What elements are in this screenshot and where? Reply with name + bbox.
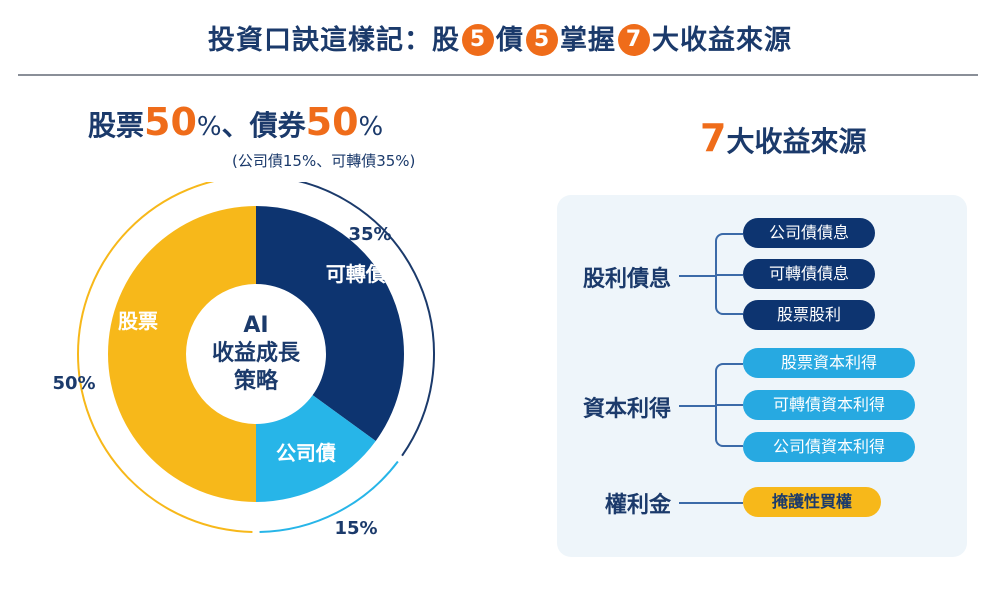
allocation-heading: 股票50%、債券50% (88, 100, 383, 144)
allocation-breakdown: (公司債15%、可轉債35%) (232, 152, 416, 170)
group-label-premium: 權利金 (605, 493, 672, 518)
source-stock-capital-gains: 股票資本利得 (743, 348, 915, 378)
center-label-line-1: 收益成長 (212, 340, 301, 366)
slice-label-1: 公司債 (276, 441, 336, 465)
title-part-4: 大收益來源 (652, 25, 792, 56)
source-covered-call: 掩護性買權 (743, 487, 881, 517)
source-convertible-bond-interest: 可轉債債息 (743, 259, 875, 289)
number-badge-bond: 5 (526, 23, 558, 56)
title-part-1: 投資口訣這樣記：股 (208, 25, 460, 56)
center-label-line-2: 策略 (234, 368, 279, 394)
sources-title-text: 大收益來源 (726, 125, 867, 158)
title-part-3: 掌握 (560, 25, 616, 56)
source-corporate-capital-gains: 公司債資本利得 (743, 432, 915, 462)
slice-label-0: 可轉債 (326, 262, 386, 286)
stock-percent-sign: % (196, 112, 222, 142)
sources-title: 7大收益來源 (700, 116, 866, 160)
source-convertible-capital-gains: 可轉債資本利得 (743, 390, 915, 420)
number-badge-sources: 7 (618, 23, 650, 56)
number-badge-stock: 5 (462, 23, 494, 56)
allocation-donut-chart: 可轉債公司債 股票 35% 15% 50% AI 收益成長 策略 (40, 175, 460, 556)
source-stock-dividend: 股票股利 (743, 300, 875, 330)
donut-slice-2 (108, 206, 256, 502)
slice-percent-2: 50% (52, 373, 95, 394)
outer-ring-arc-1 (259, 460, 399, 533)
source-corporate-bond-interest: 公司債債息 (743, 218, 875, 248)
title-part-2: 債 (496, 25, 524, 56)
slice-percent-0: 35% (348, 224, 391, 245)
outer-ring-arc-2 (77, 175, 253, 533)
outer-ring-arc-0 (259, 175, 435, 457)
tick-dividends-mid (715, 274, 743, 276)
connector-premium (679, 502, 743, 504)
group-label-dividends: 股利債息 (583, 267, 672, 292)
bond-percent-sign: % (358, 112, 384, 142)
tick-capital-gains-mid (715, 404, 743, 406)
connector-capital-gains (679, 405, 715, 407)
title-divider (18, 74, 978, 76)
connector-dividends (679, 275, 715, 277)
stock-label: 股票 (88, 109, 145, 142)
donut-slice-1 (256, 395, 376, 502)
slice-percent-1: 15% (334, 518, 377, 539)
donut-slice-0 (256, 206, 404, 441)
page-title: 投資口訣這樣記：股 5 債 5 掌握 7 大收益來源 (0, 18, 1000, 58)
center-label-line-0: AI (243, 313, 268, 338)
slice-label-2: 股票 (118, 309, 158, 333)
sources-title-number: 7 (700, 116, 727, 160)
sources-panel: 股利債息 公司債債息 可轉債債息 股票股利 資本利得 股票資本利得 可轉債資本利… (557, 195, 967, 557)
group-label-capital-gains: 資本利得 (583, 397, 672, 422)
stock-percent: 50 (144, 100, 197, 144)
bond-percent: 50 (305, 100, 359, 144)
allocation-separator: 、 (221, 109, 250, 142)
bond-label: 債券 (249, 109, 306, 142)
